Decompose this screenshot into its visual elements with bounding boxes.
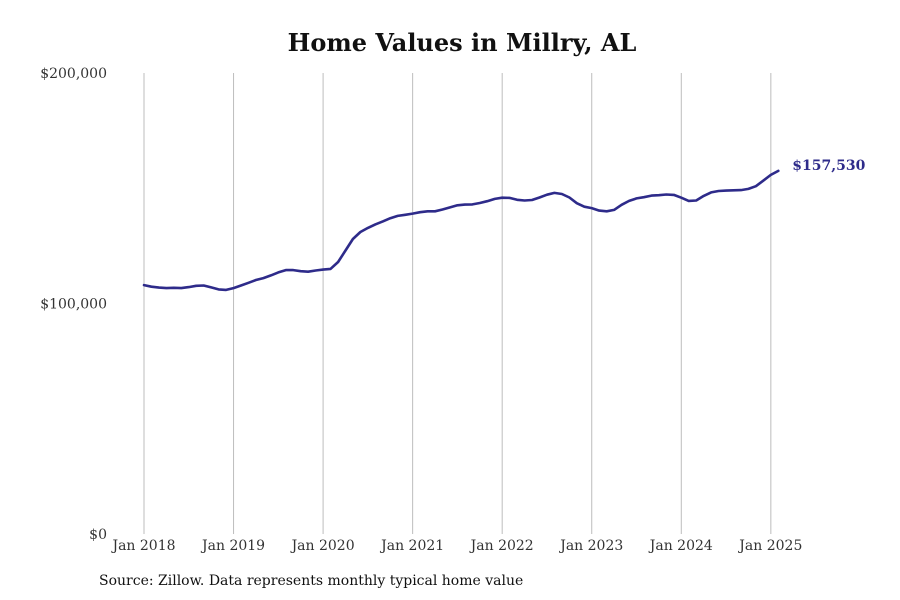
x-axis: Jan 2018 Jan 2019 Jan 2020 Jan 2021 Jan 2022… — [110, 538, 802, 554]
x-tick-label: Jan 2025 — [737, 538, 802, 554]
grid-lines — [143, 73, 772, 534]
x-tick-label: Jan 2018 — [110, 538, 175, 554]
series-line — [142, 169, 780, 292]
x-tick-label: Jan 2023 — [558, 538, 623, 554]
series-group — [142, 169, 780, 292]
source-note: Source: Zillow. Data represents monthly … — [99, 573, 524, 589]
x-tick-label: Jan 2019 — [200, 538, 265, 554]
y-tick-label: $0 — [89, 527, 107, 543]
y-tick-label: $100,000 — [40, 297, 107, 313]
x-tick-label: Jan 2021 — [379, 538, 444, 554]
x-tick-label: Jan 2020 — [290, 538, 355, 554]
y-axis: $0 $100,000 $200,000 — [40, 66, 107, 543]
y-tick-label: $200,000 — [40, 66, 107, 82]
chart-title: Home Values in Millry, AL — [288, 28, 637, 57]
x-tick-label: Jan 2024 — [648, 538, 713, 554]
end-value-label: $157,530 — [792, 158, 865, 174]
x-tick-label: Jan 2022 — [469, 538, 534, 554]
